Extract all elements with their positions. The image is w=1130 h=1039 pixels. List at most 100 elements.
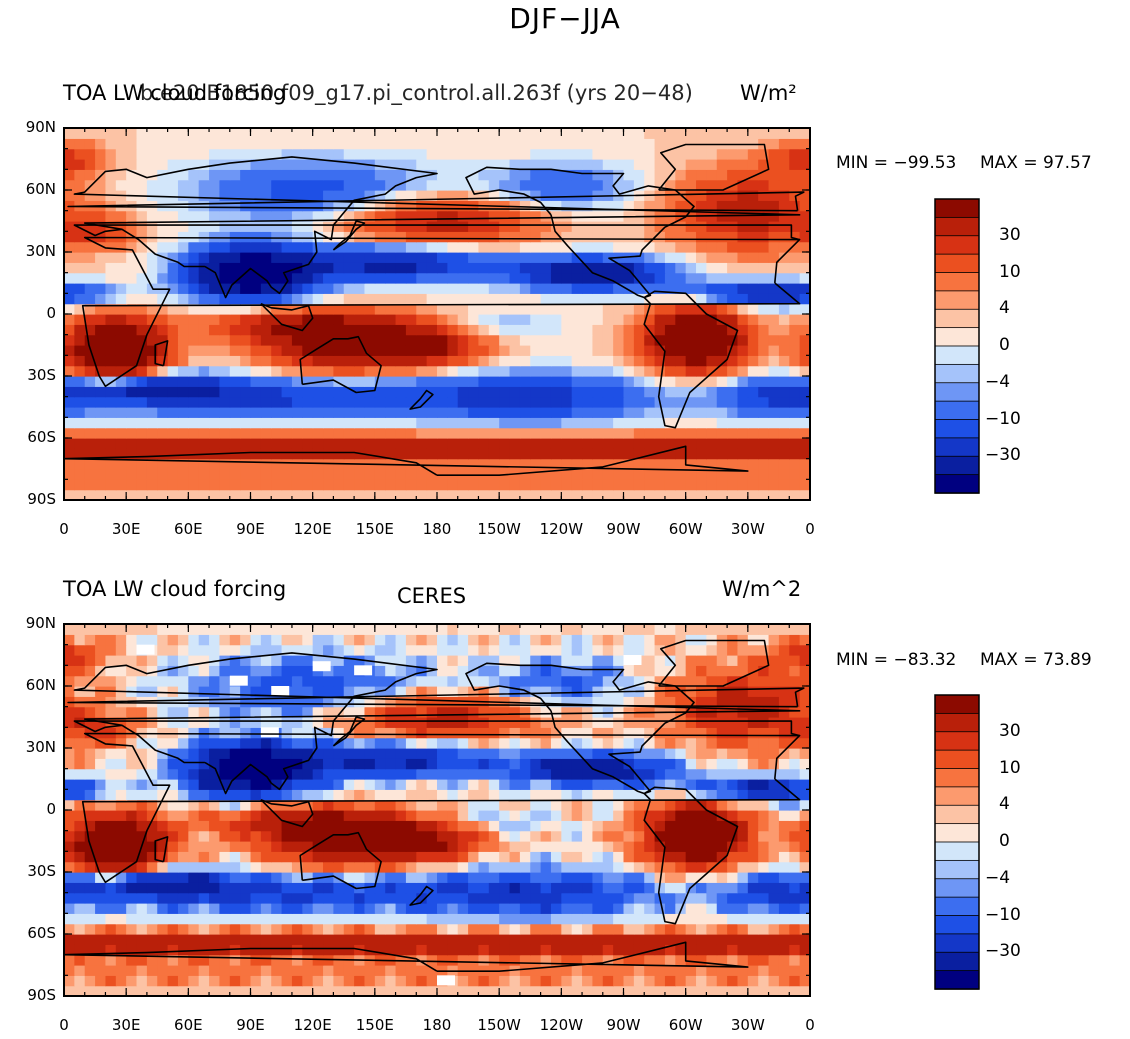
field-cell <box>696 717 707 728</box>
field-cell <box>633 872 645 883</box>
field-cell <box>696 954 707 966</box>
field-cell <box>478 210 490 222</box>
field-cell <box>499 221 511 232</box>
field-cell <box>323 427 334 439</box>
field-cell <box>789 376 801 387</box>
field-cell <box>115 169 127 181</box>
field-cell <box>157 975 169 987</box>
field-cell <box>561 169 573 181</box>
field-cell <box>250 159 262 170</box>
field-cell <box>778 438 790 449</box>
field-cell <box>519 717 531 728</box>
field-cell <box>219 706 231 718</box>
field-cell <box>115 231 127 243</box>
field-cell <box>84 159 96 170</box>
field-cell <box>550 324 562 336</box>
field-cell <box>260 717 272 728</box>
field-cell <box>696 675 707 687</box>
field-cell <box>509 128 521 139</box>
field-cell <box>260 376 272 387</box>
field-cell <box>209 717 221 728</box>
field-cell <box>198 210 210 222</box>
field-cell <box>364 138 376 150</box>
field-cell <box>778 293 790 305</box>
field-cell <box>281 903 293 914</box>
field-cell <box>696 179 707 191</box>
field-cell <box>592 221 604 232</box>
field-cell <box>364 965 376 976</box>
field-cell <box>395 934 407 945</box>
field-cell <box>499 830 511 842</box>
field-cell <box>240 148 252 160</box>
field-cell <box>758 954 770 966</box>
field-cell <box>675 376 687 387</box>
field-cell <box>354 241 366 253</box>
field-cell <box>74 221 86 232</box>
field-cell <box>623 355 635 367</box>
field-cell <box>654 324 666 336</box>
field-cell <box>654 810 666 821</box>
field-cell <box>146 789 158 801</box>
field-cell <box>229 417 241 429</box>
field-cell <box>499 314 511 325</box>
field-cell <box>447 272 459 284</box>
field-cell <box>592 272 604 284</box>
field-cell <box>530 830 542 842</box>
field-cell <box>654 851 666 863</box>
field-cell <box>519 210 531 222</box>
field-cell <box>789 810 801 821</box>
field-cell <box>333 334 345 346</box>
field-cell <box>115 954 127 966</box>
field-cell <box>582 799 594 811</box>
field-cell <box>240 954 252 966</box>
field-cell <box>323 737 334 749</box>
field-cell <box>312 293 324 305</box>
field-cell <box>685 458 697 470</box>
field-cell <box>95 789 107 801</box>
field-cell <box>571 345 583 356</box>
field-cell <box>416 448 428 460</box>
field-cell <box>582 324 594 336</box>
field-cell <box>354 469 366 480</box>
field-cell <box>706 686 718 697</box>
field-cell <box>488 283 500 294</box>
field-cell <box>126 386 138 398</box>
field-cell <box>416 386 428 398</box>
field-cell <box>302 283 314 294</box>
field-cell <box>706 717 718 728</box>
field-cell <box>291 675 303 687</box>
map-field <box>64 128 811 501</box>
field-cell <box>447 293 459 305</box>
field-cell <box>281 169 293 181</box>
field-cell <box>157 210 169 222</box>
field-cell <box>385 965 397 976</box>
field-cell <box>571 179 583 191</box>
field-cell <box>696 758 707 770</box>
field-cell <box>509 975 521 987</box>
field-cell <box>561 396 573 408</box>
field-cell <box>696 128 707 139</box>
field-cell <box>333 138 345 150</box>
field-cell <box>540 861 552 873</box>
field-cell <box>592 210 604 222</box>
field-cell <box>219 355 231 367</box>
field-cell <box>737 355 749 367</box>
field-cell <box>799 407 811 418</box>
field-cell <box>84 748 96 759</box>
field-cell <box>550 355 562 367</box>
field-cell <box>219 283 231 294</box>
field-cell <box>488 396 500 408</box>
field-cell <box>437 830 448 842</box>
field-cell <box>685 396 697 408</box>
field-cell <box>188 427 200 439</box>
field-cell <box>778 872 790 883</box>
field-cell <box>799 882 811 894</box>
field-cell <box>478 882 490 894</box>
field-cell <box>654 479 666 491</box>
field-cell <box>74 737 86 749</box>
field-cell <box>654 944 666 956</box>
field-cell <box>426 923 438 935</box>
field-cell <box>281 882 293 894</box>
field-cell <box>95 438 107 449</box>
field-cell <box>405 748 417 759</box>
